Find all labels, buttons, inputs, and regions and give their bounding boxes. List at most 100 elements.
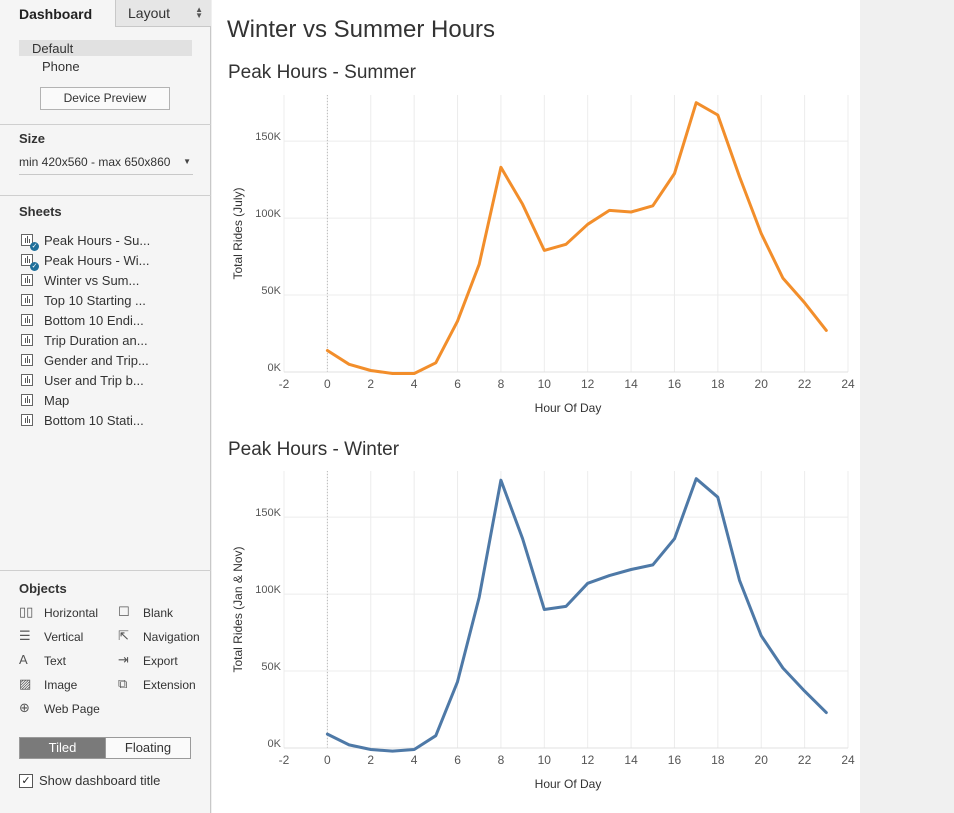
sheets-heading: Sheets — [19, 204, 62, 219]
sheet-label: Gender and Trip... — [44, 353, 149, 368]
export-icon: ⇥ — [118, 652, 129, 667]
x-tick-label: 12 — [581, 753, 595, 767]
sheet-item[interactable]: Winter vs Sum... — [19, 272, 199, 292]
device-option-phone[interactable]: Phone — [42, 59, 80, 74]
tab-dashboard[interactable]: Dashboard — [0, 0, 115, 27]
tab-layout-label: Layout — [128, 5, 171, 21]
size-dropdown-value: min 420x560 - max 650x860 — [19, 155, 171, 169]
text-icon: A — [19, 652, 28, 667]
x-tick-label: 18 — [711, 753, 725, 767]
size-heading: Size — [19, 131, 46, 146]
worksheet-icon — [21, 354, 33, 366]
side-pane-tabs: Dashboard Layout ▲ ▼ — [0, 0, 211, 27]
x-tick-label: 22 — [798, 377, 812, 391]
chevron-down-icon: ▼ — [183, 157, 191, 166]
divider — [0, 124, 211, 125]
series-line — [325, 101, 828, 375]
x-tick-label: 6 — [454, 377, 461, 391]
x-tick-label: 14 — [624, 753, 638, 767]
y-tick-label: 150K — [255, 507, 281, 519]
x-tick-label: 0 — [324, 377, 331, 391]
x-axis-title: Hour Of Day — [535, 401, 602, 415]
y-tick-label: 100K — [255, 584, 281, 596]
size-dropdown[interactable]: min 420x560 - max 650x860 ▼ — [19, 155, 193, 175]
y-tick-label: 150K — [255, 131, 281, 143]
sheet-label: Peak Hours - Wi... — [44, 253, 150, 268]
x-tick-label: 20 — [755, 377, 769, 391]
x-tick-label: 2 — [367, 377, 374, 391]
vertical-container-icon: ☰ — [19, 628, 31, 643]
tiled-button[interactable]: Tiled — [20, 738, 105, 758]
sheet-label: Peak Hours - Su... — [44, 233, 151, 248]
worksheet-icon: ✓ — [21, 254, 39, 271]
chart-title-summer: Peak Hours - Summer — [228, 62, 416, 83]
sheet-item[interactable]: Bottom 10 Endi... — [19, 312, 199, 332]
worksheet-icon — [21, 274, 33, 286]
device-option-default[interactable]: Default — [19, 40, 192, 56]
x-tick-label: 24 — [841, 753, 855, 767]
x-axis-title: Hour Of Day — [535, 777, 602, 791]
checkmark-icon: ✓ — [30, 242, 39, 251]
x-tick-label: 2 — [367, 753, 374, 767]
globe-icon: ⊕ — [19, 700, 30, 715]
x-tick-label: -2 — [279, 377, 290, 391]
summer-chart[interactable]: 0K 50K 100K 150K -2 0 2 4 6 8 10 12 14 16 18 20 22 24 Hour… — [212, 95, 860, 425]
show-title-checkbox[interactable]: ✓ — [19, 774, 33, 788]
x-tick-label: 16 — [668, 377, 682, 391]
sheet-list: ✓ Peak Hours - Su... ✓ Peak Hours - Wi..… — [19, 232, 199, 432]
x-tick-label: 16 — [668, 753, 682, 767]
sheet-label: Winter vs Sum... — [44, 273, 140, 288]
sheet-item[interactable]: User and Trip b... — [19, 372, 199, 392]
x-tick-label: 10 — [538, 753, 552, 767]
worksheet-icon — [21, 414, 33, 426]
image-icon: ▨ — [19, 676, 32, 691]
y-axis-title: Total Rides (Jan & Nov) — [231, 546, 245, 672]
sheet-label: Top 10 Starting ... — [44, 293, 146, 308]
worksheet-icon — [21, 314, 33, 326]
x-tick-label: 6 — [454, 753, 461, 767]
sheet-item[interactable]: Top 10 Starting ... — [19, 292, 199, 312]
up-down-arrows-icon: ▲ ▼ — [195, 5, 203, 20]
floating-button[interactable]: Floating — [105, 738, 190, 758]
objects-heading: Objects — [19, 581, 67, 596]
dashboard-canvas: Winter vs Summer Hours Peak Hours - Summ… — [212, 0, 860, 813]
y-tick-label: 50K — [261, 285, 281, 297]
sheet-label: User and Trip b... — [44, 373, 144, 388]
x-tick-label: 12 — [581, 377, 595, 391]
worksheet-icon — [21, 374, 33, 386]
x-tick-label: 8 — [498, 753, 505, 767]
worksheet-icon — [21, 334, 33, 346]
x-tick-label: 10 — [538, 377, 552, 391]
sheet-label: Bottom 10 Endi... — [44, 313, 144, 328]
chart-title-winter: Peak Hours - Winter — [228, 439, 400, 460]
divider — [0, 195, 211, 196]
sheet-item[interactable]: ✓ Peak Hours - Su... — [19, 232, 199, 252]
y-tick-label: 0K — [268, 362, 282, 374]
winter-chart[interactable]: 0K 50K 100K 150K -2 0 2 4 6 8 10 12 14 16 18 20 22 24 Hour… — [212, 471, 860, 801]
worksheet-icon — [21, 394, 33, 406]
sheet-item[interactable]: Gender and Trip... — [19, 352, 199, 372]
y-tick-label: 50K — [261, 661, 281, 673]
x-tick-label: 4 — [411, 753, 418, 767]
layout-mode-toggle: Tiled Floating — [19, 737, 191, 759]
checkmark-icon: ✓ — [30, 262, 39, 271]
sheet-label: Trip Duration an... — [44, 333, 148, 348]
device-preview-button[interactable]: Device Preview — [40, 87, 170, 110]
x-tick-label: 8 — [498, 377, 505, 391]
x-tick-label: 4 — [411, 377, 418, 391]
worksheet-icon: ✓ — [21, 234, 39, 251]
worksheet-icon — [21, 294, 33, 306]
series-line — [325, 477, 828, 753]
sheet-item[interactable]: Trip Duration an... — [19, 332, 199, 352]
sheet-label: Bottom 10 Stati... — [44, 413, 144, 428]
sheet-item[interactable]: Bottom 10 Stati... — [19, 412, 199, 432]
sheet-item[interactable]: ✓ Peak Hours - Wi... — [19, 252, 199, 272]
x-tick-label: -2 — [279, 753, 290, 767]
tab-layout[interactable]: Layout ▲ ▼ — [115, 0, 211, 27]
sheet-item[interactable]: Map — [19, 392, 199, 412]
divider — [0, 570, 211, 571]
dashboard-title: Winter vs Summer Hours — [227, 16, 496, 43]
y-tick-label: 100K — [255, 208, 281, 220]
